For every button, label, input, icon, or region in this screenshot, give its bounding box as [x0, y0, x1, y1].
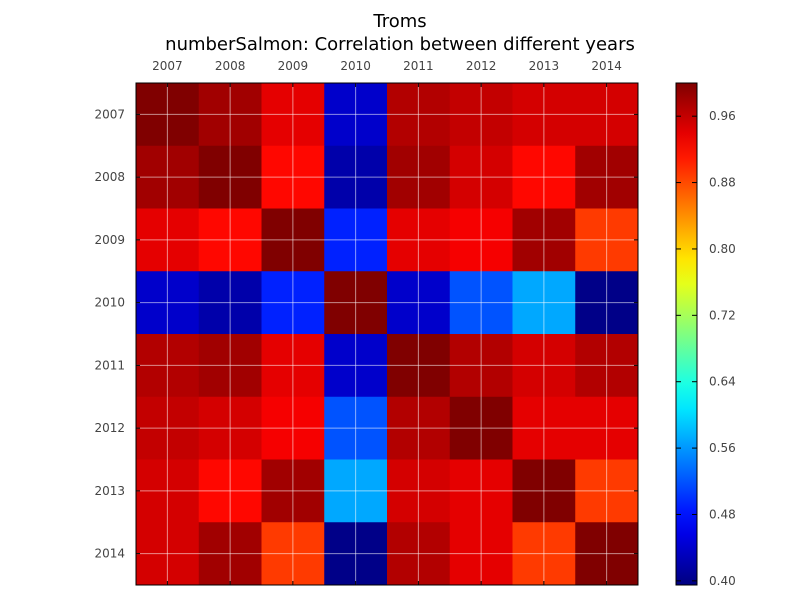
y-tick-label: 2008 — [94, 170, 125, 184]
x-tick-label: 2013 — [529, 59, 560, 73]
y-tick-label: 2011 — [94, 358, 125, 372]
y-tick-label: 2007 — [94, 107, 125, 121]
colorbar — [675, 82, 698, 586]
y-tick-label: 2013 — [94, 484, 125, 498]
chart-subtitle: numberSalmon: Correlation between differ… — [165, 34, 635, 55]
y-tick-label: 2012 — [94, 421, 125, 435]
y-tick-label: 2010 — [94, 296, 125, 310]
chart-title: Troms — [373, 11, 427, 32]
x-tick-label: 2014 — [591, 59, 622, 73]
x-tick-label: 2007 — [152, 59, 183, 73]
x-tick-label: 2009 — [278, 59, 309, 73]
colorbar-tick-label: 0.96 — [709, 109, 736, 123]
colorbar-tick-label: 0.80 — [709, 242, 736, 256]
x-tick-label: 2008 — [215, 59, 246, 73]
y-tick-label: 2009 — [94, 233, 125, 247]
colorbar-tick-label: 0.64 — [709, 375, 736, 389]
colorbar-tick-label: 0.56 — [709, 441, 736, 455]
x-tick-label: 2011 — [403, 59, 434, 73]
y-tick-label: 2014 — [94, 547, 125, 561]
colorbar-tick-label: 0.88 — [709, 176, 736, 190]
colorbar-tick-label: 0.40 — [709, 574, 736, 588]
colorbar-tick-label: 0.72 — [709, 308, 736, 322]
x-tick-label: 2010 — [340, 59, 371, 73]
x-tick-label: 2012 — [466, 59, 497, 73]
colorbar-tick-label: 0.48 — [709, 507, 736, 521]
heatmap-frame — [135, 82, 639, 586]
